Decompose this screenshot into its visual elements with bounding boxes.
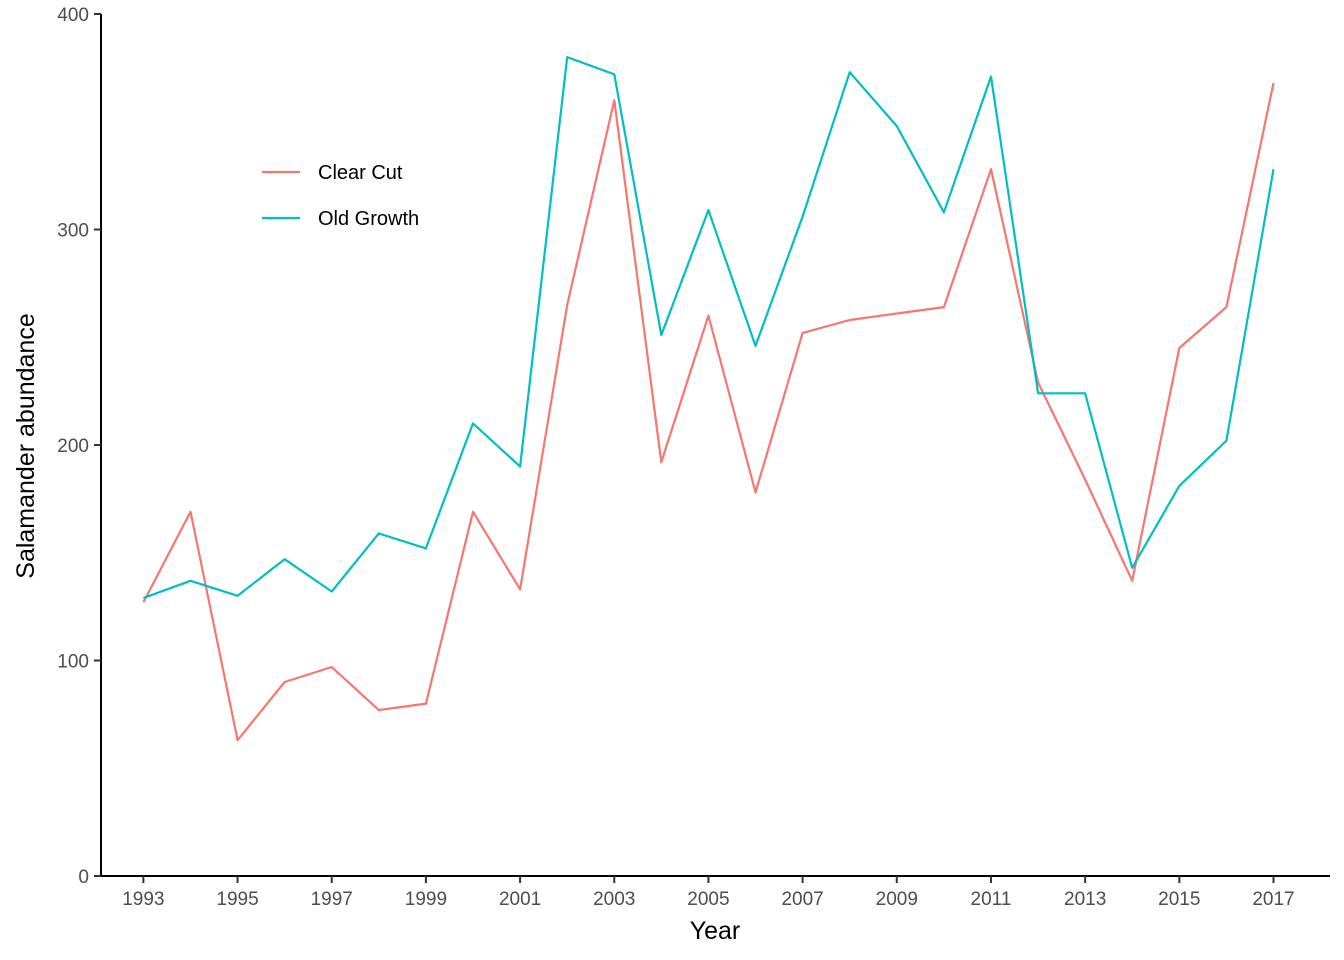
x-tick-label: 1993 [122,889,164,910]
series-line-old-growth [143,55,1275,600]
x-tick-label: 1997 [311,889,353,910]
y-tick-label: 400 [57,5,89,26]
legend-label-old-growth: Old Growth [318,208,419,230]
x-tick-label: 2003 [593,889,635,910]
y-tick-label: 100 [57,652,89,673]
x-tick-label: 2015 [1158,889,1200,910]
x-ticks: 1993 1995 1997 1999 2001 2003 2005 2007 2009 2011… [122,876,1295,910]
x-tick-label: 1995 [216,889,258,910]
x-tick-label: 2009 [876,889,918,910]
x-axis-title: Year [690,917,741,945]
y-axis-title: Salamander abundance [12,313,40,578]
x-tick-label: 2001 [499,889,541,910]
x-tick-label: 2013 [1064,889,1106,910]
x-tick-label: 2005 [687,889,729,910]
y-tick-label: 0 [78,867,89,888]
y-ticks: 0 100 200 300 400 [57,5,101,888]
series-line-clear-cut [142,82,1275,742]
x-tick-label: 1999 [405,889,447,910]
legend: Clear Cut Old Growth [262,162,419,230]
y-tick-label: 200 [57,436,89,457]
chart-marks [142,55,1275,742]
legend-label-clear-cut: Clear Cut [318,162,403,184]
y-tick-label: 300 [57,221,89,242]
x-tick-label: 2011 [971,889,1012,910]
x-tick-label: 2017 [1252,889,1294,910]
axes: 0 100 200 300 400 1993 1995 1997 1999 2001 2003 20… [57,5,1330,910]
x-tick-label: 2007 [781,889,823,910]
